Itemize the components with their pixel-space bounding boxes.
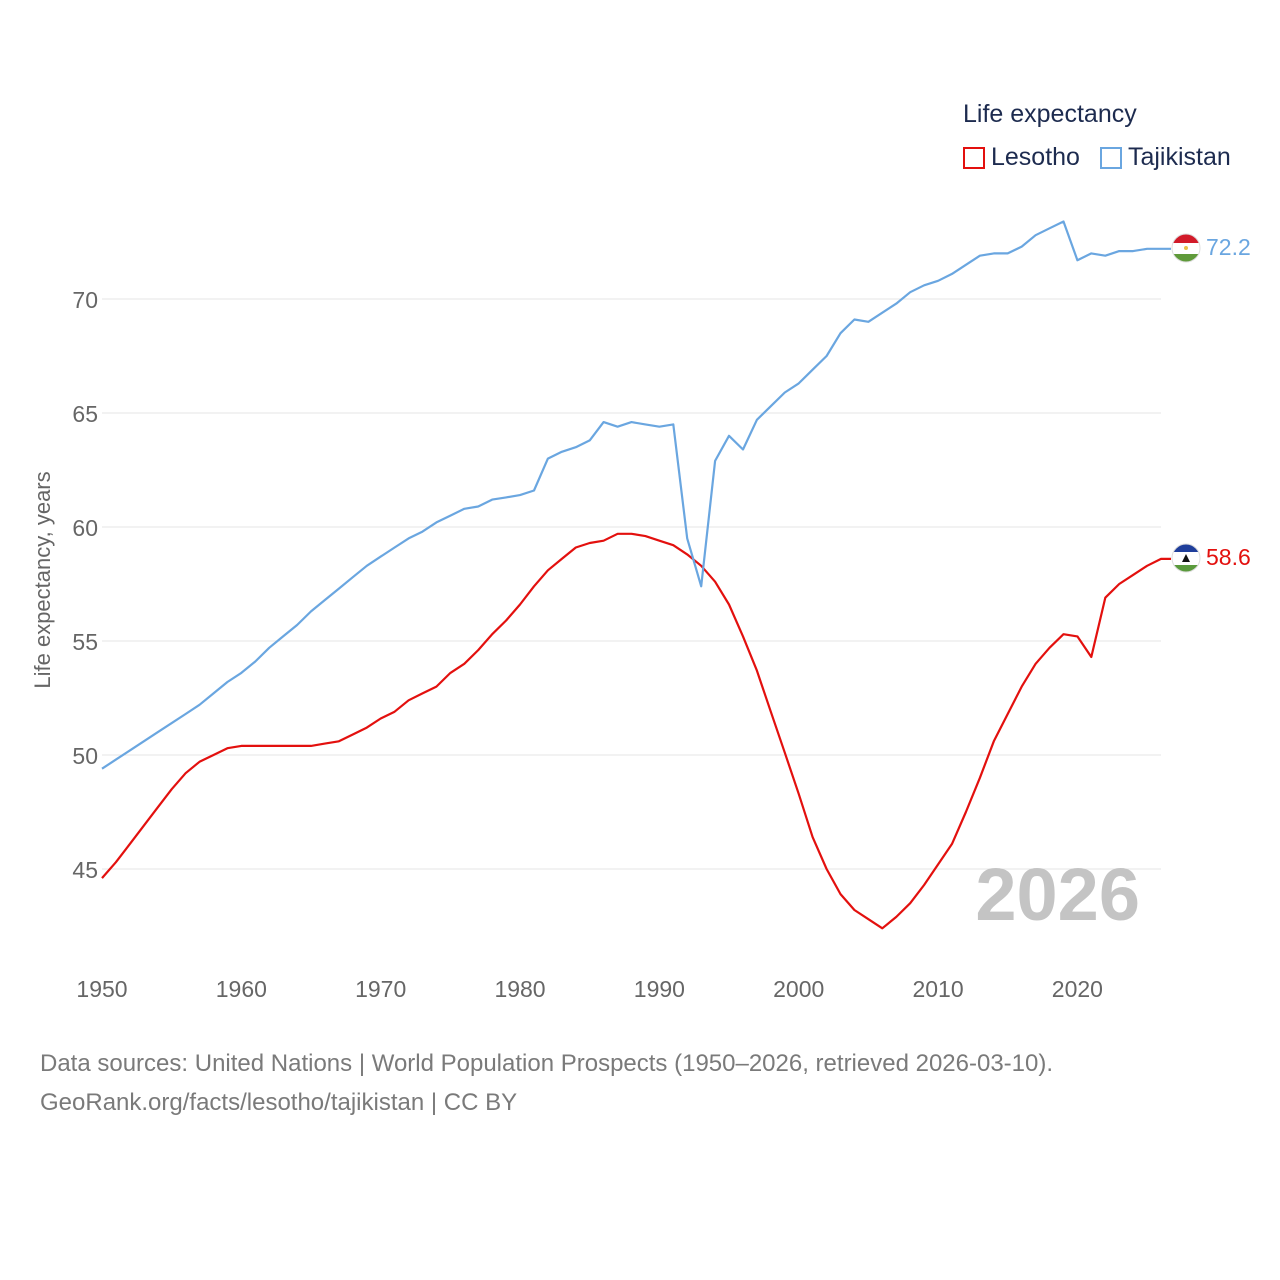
lesotho-flag-icon: [1171, 543, 1201, 573]
gridlines: [102, 298, 1161, 870]
y-tick-label: 60: [72, 515, 98, 541]
legend-swatch-tajikistan: [1099, 146, 1122, 169]
tajikistan-flag-icon: [1171, 233, 1201, 263]
y-axis-title: Life expectancy, years: [30, 471, 55, 688]
end-markers: 72.2 58.6: [1171, 233, 1251, 573]
y-tick-label: 70: [72, 287, 98, 313]
y-tick-label: 55: [72, 629, 98, 655]
series-lines: [101, 220, 1171, 930]
legend: Lesotho Tajikistan: [963, 143, 1251, 172]
legend-label-lesotho: Lesotho: [991, 143, 1080, 171]
x-tick-label: 2000: [773, 976, 824, 1002]
x-tick-label: 1960: [216, 976, 267, 1002]
legend-title: Life expectancy: [963, 100, 1137, 128]
x-tick-label: 2010: [912, 976, 963, 1002]
x-tick-label: 2020: [1052, 976, 1103, 1002]
line-chart: 45 50 55 60 65 70 1950 1960 1970 1980 1990 2000 201…: [30, 220, 1251, 1002]
y-tick-label: 65: [72, 401, 98, 427]
sources-line-2[interactable]: GeoRank.org/facts/lesotho/tajikistan | C…: [40, 1089, 518, 1116]
sources-line-1: Data sources: United Nations | World Pop…: [40, 1050, 1054, 1077]
end-label-lesotho: 58.6: [1206, 544, 1251, 570]
end-label-tajikistan: 72.2: [1206, 234, 1251, 260]
series-line-tajikistan: [101, 220, 1171, 770]
x-tick-label: 1980: [494, 976, 545, 1002]
x-tick-label: 1950: [76, 976, 127, 1002]
x-tick-label: 1970: [355, 976, 406, 1002]
legend-label-tajikistan: Tajikistan: [1127, 143, 1231, 171]
y-tick-labels: 45 50 55 60 65 70: [72, 287, 98, 883]
data-sources: Data sources: United Nations | World Pop…: [40, 1044, 1053, 1122]
series-line-lesotho: [101, 532, 1171, 930]
x-tick-label: 1990: [634, 976, 685, 1002]
legend-item-tajikistan[interactable]: Tajikistan: [1099, 143, 1231, 172]
year-watermark: 2026: [975, 853, 1140, 936]
y-tick-label: 50: [72, 743, 98, 769]
x-tick-labels: 1950 1960 1970 1980 1990 2000 2010 2020: [76, 976, 1103, 1002]
legend-swatch-lesotho: [963, 146, 985, 169]
legend-item-lesotho[interactable]: Lesotho: [963, 143, 1080, 172]
y-tick-label: 45: [72, 857, 98, 883]
